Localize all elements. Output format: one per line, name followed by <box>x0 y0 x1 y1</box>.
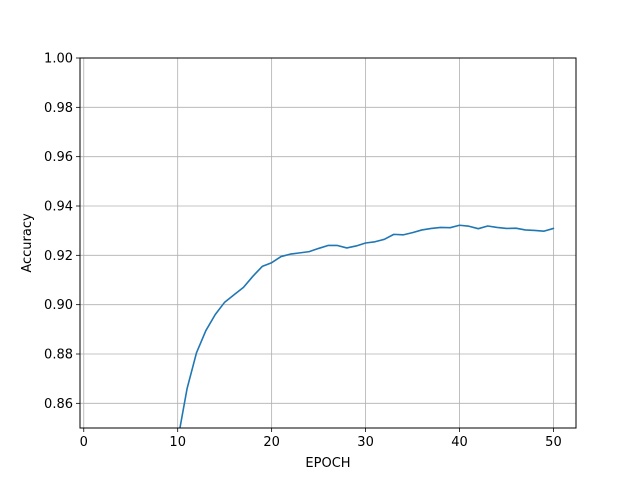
x-tick-label: 20 <box>263 435 280 450</box>
x-axis-label: EPOCH <box>305 456 350 471</box>
x-tick-label: 10 <box>169 435 186 450</box>
y-tick-label: 0.96 <box>44 150 73 165</box>
y-tick-label: 0.90 <box>44 298 73 313</box>
y-tick-label: 0.88 <box>44 348 73 363</box>
series-layer <box>179 224 555 428</box>
y-tick-label: 0.92 <box>44 249 73 264</box>
y-axis-label: Accuracy <box>20 213 35 273</box>
y-tick-label: 1.00 <box>44 52 73 67</box>
y-tick-label: 0.86 <box>44 397 73 412</box>
y-tick-label: 0.94 <box>44 200 73 215</box>
ticks: 0 10 20 30 40 50 0.86 0.88 0.90 0.92 0.94 0.96 0.98 1… <box>44 52 562 451</box>
y-tick-label: 0.98 <box>44 101 73 116</box>
x-tick-label: 30 <box>357 435 374 450</box>
accuracy-series-line <box>179 224 555 428</box>
x-tick-label: 40 <box>451 435 468 450</box>
x-tick-label: 0 <box>80 435 88 450</box>
x-tick-label: 50 <box>545 435 562 450</box>
plot-frame <box>79 57 577 429</box>
